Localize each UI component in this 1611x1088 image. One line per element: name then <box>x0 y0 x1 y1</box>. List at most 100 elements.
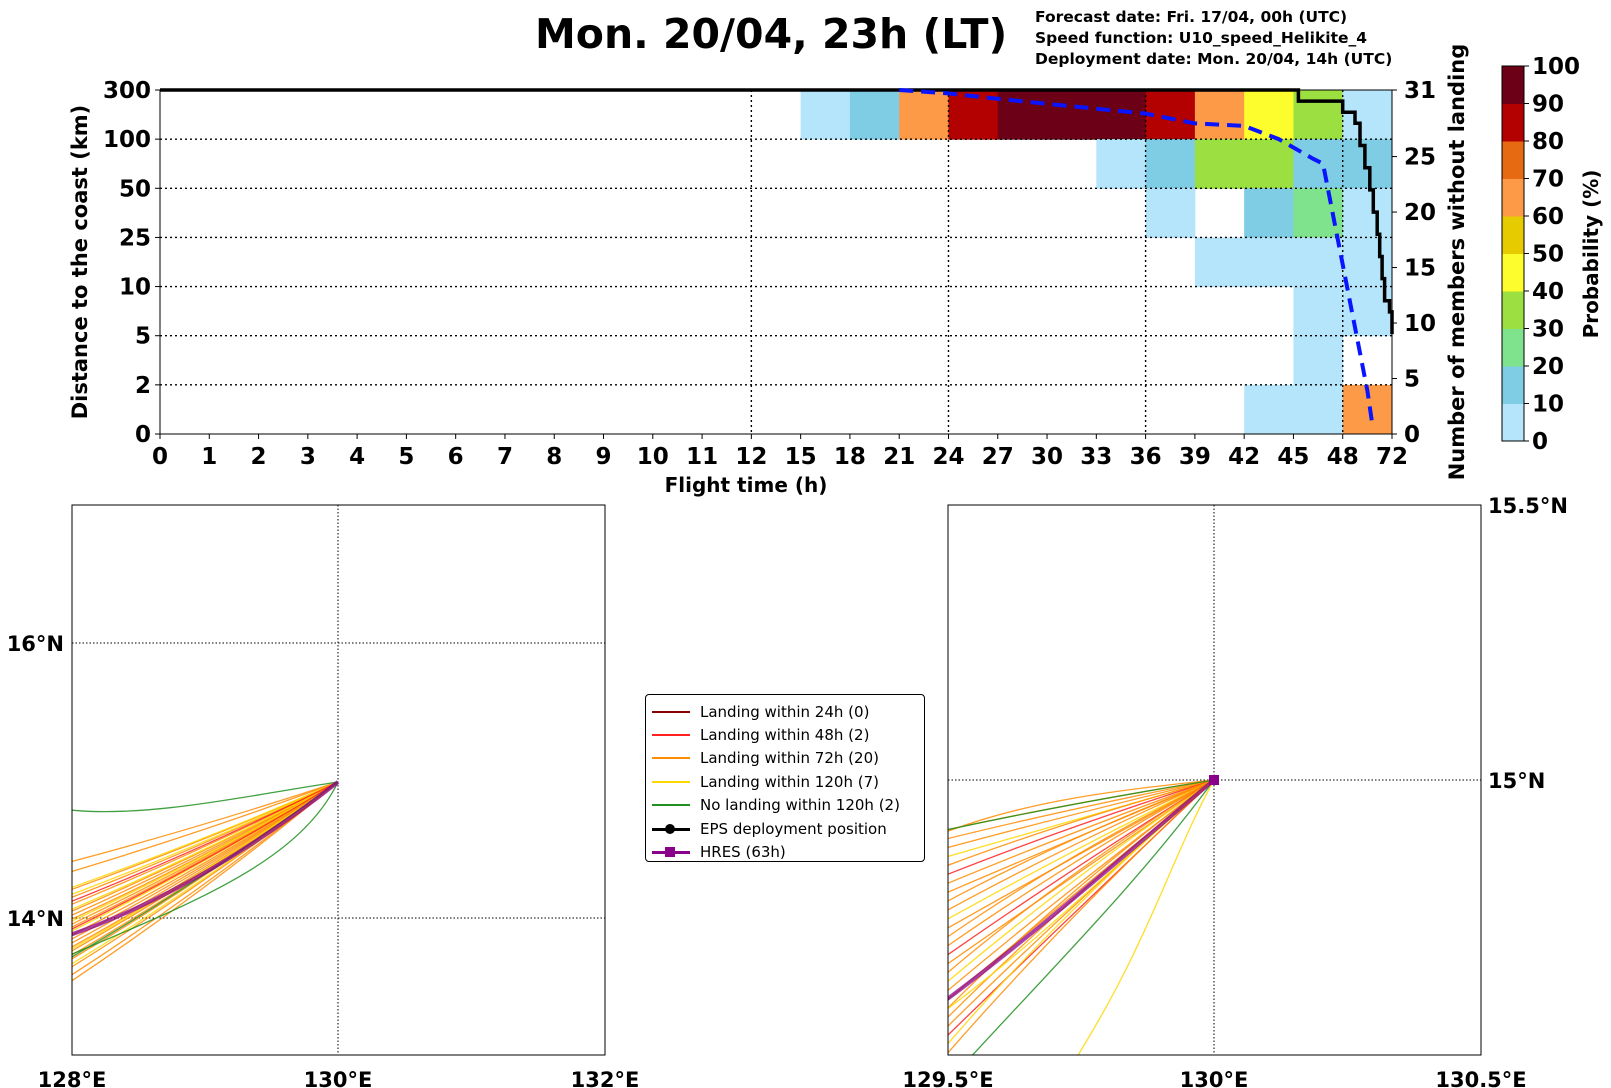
map-frame <box>947 504 1482 1056</box>
trajectory-line <box>72 781 339 863</box>
trajectory-line <box>72 781 339 902</box>
x-tick-label: 0 <box>152 444 168 470</box>
colorbar-tick-label: 40 <box>1532 279 1564 305</box>
colorbar-segment <box>1502 141 1524 179</box>
heatmap-cell <box>1293 384 1344 435</box>
colorbar-tick-label: 100 <box>1532 54 1580 80</box>
hres-marker <box>1209 775 1219 785</box>
trajectory-line <box>948 779 1215 831</box>
colorbar-segment <box>1502 403 1524 442</box>
heatmap-cell <box>1293 286 1344 337</box>
heatmap-cell <box>1096 139 1147 189</box>
colorbar-segment <box>1502 328 1524 367</box>
colorbar-tick-label: 30 <box>1532 317 1564 343</box>
trajectory-line <box>948 779 1215 875</box>
trajectory-line <box>948 779 1215 884</box>
x-tick-label: 7 <box>497 444 513 470</box>
y-right-tick-label: 25 <box>1404 145 1436 171</box>
x-tick-label: 12 <box>735 444 767 470</box>
map-lon-label: 130°E <box>1180 1068 1249 1088</box>
x-tick-label: 18 <box>834 444 866 470</box>
x-tick-label: 42 <box>1228 444 1260 470</box>
y-right-tick-label: 15 <box>1404 256 1436 282</box>
heatmap-cell <box>1244 139 1294 189</box>
heatmap-cell <box>1096 90 1147 140</box>
colorbar-tick-label: 70 <box>1532 167 1564 193</box>
heatmap-cell <box>997 90 1048 140</box>
x-tick-label: 9 <box>596 444 612 470</box>
map-frame <box>71 504 606 1056</box>
heatmap-cell <box>1145 188 1196 238</box>
heatmap-cell <box>1293 335 1344 386</box>
x-tick-label: 21 <box>883 444 915 470</box>
y-tick-label: 10 <box>119 275 151 301</box>
hres-trajectory <box>948 778 1216 1002</box>
legend-swatch <box>652 728 690 742</box>
map-background <box>72 505 605 1055</box>
trajectory-line <box>72 781 339 813</box>
x-tick-label: 48 <box>1327 444 1359 470</box>
legend-item: Landing within 24h (0) <box>652 700 918 723</box>
heatmap-cell <box>1342 139 1393 189</box>
x-tick-label: 4 <box>349 444 365 470</box>
trajectory-line <box>72 781 339 873</box>
legend-swatch <box>652 845 690 859</box>
x-tick-label: 10 <box>637 444 669 470</box>
trajectory-line <box>948 779 1215 974</box>
legend-label: Landing within 120h (7) <box>700 772 879 791</box>
heatmap-cell <box>1145 139 1196 189</box>
colorbar-segment <box>1502 291 1524 329</box>
y-tick-label: 100 <box>103 127 151 153</box>
legend-item: EPS deployment position <box>652 817 918 840</box>
colorbar-segment <box>1502 178 1524 217</box>
heatmap-cell <box>1244 90 1294 140</box>
trajectory-line <box>72 781 339 895</box>
map-lat-label: 15.5°N <box>1488 494 1568 518</box>
y-right-axis-label: Number of members without landing <box>1445 44 1469 481</box>
y-axis-label: Distance to the coast (km) <box>68 105 92 420</box>
speed-function: Speed function: U10_speed_Helikite_4 <box>1035 29 1368 47</box>
heatmap-cell <box>1194 90 1245 140</box>
legend-swatch <box>652 705 690 719</box>
colorbar-tick-label: 90 <box>1532 92 1564 118</box>
x-tick-label: 36 <box>1130 444 1162 470</box>
colorbar-segment <box>1502 253 1524 292</box>
legend-label: No landing within 120h (2) <box>700 796 900 815</box>
heatmap-cell <box>1293 188 1344 238</box>
heatmap-cell <box>1342 90 1393 140</box>
y-right-tick-label: 5 <box>1404 367 1420 393</box>
colorbar-tick-label: 0 <box>1532 429 1548 455</box>
x-tick-label: 24 <box>932 444 964 470</box>
map-lat-label: 15°N <box>1488 769 1545 793</box>
map-lon-label: 130°E <box>304 1068 373 1088</box>
heatmap-cell <box>1293 237 1344 288</box>
map-panel: 128°E 130°E 132°E 14°N 16°N <box>7 504 639 1088</box>
trajectory-line <box>948 779 1215 849</box>
x-tick-label: 8 <box>546 444 562 470</box>
x-tick-label: 39 <box>1179 444 1211 470</box>
trajectory-line <box>72 781 339 922</box>
legend-item: HRES (63h) <box>652 840 918 863</box>
trajectory-line <box>948 779 1215 832</box>
x-tick-label: 2 <box>251 444 267 470</box>
page-title: Mon. 20/04, 23h (LT) <box>535 10 1008 58</box>
colorbar-tick-label: 60 <box>1532 204 1564 230</box>
x-tick-label: 1 <box>201 444 217 470</box>
y-tick-label: 2 <box>135 373 151 399</box>
legend-label: Landing within 24h (0) <box>700 702 870 721</box>
heatmap-cell <box>1244 237 1294 288</box>
trajectory-line <box>1077 779 1215 1055</box>
y-tick-label: 5 <box>135 324 151 350</box>
colorbar-segment <box>1502 366 1524 404</box>
y-right-tick-label: 10 <box>1404 311 1436 337</box>
y-right-tick-label: 31 <box>1404 78 1436 104</box>
trajectory-line <box>72 781 339 955</box>
legend-label: EPS deployment position <box>700 819 887 838</box>
heatmap-cell <box>1293 90 1344 140</box>
x-tick-label: 27 <box>982 444 1014 470</box>
trajectory-line <box>948 779 1215 938</box>
colorbar-tick-label: 80 <box>1532 129 1564 155</box>
trajectory-line <box>948 779 1215 920</box>
legend-item: Landing within 48h (2) <box>652 723 918 746</box>
y-right-tick-label: 20 <box>1404 200 1436 226</box>
